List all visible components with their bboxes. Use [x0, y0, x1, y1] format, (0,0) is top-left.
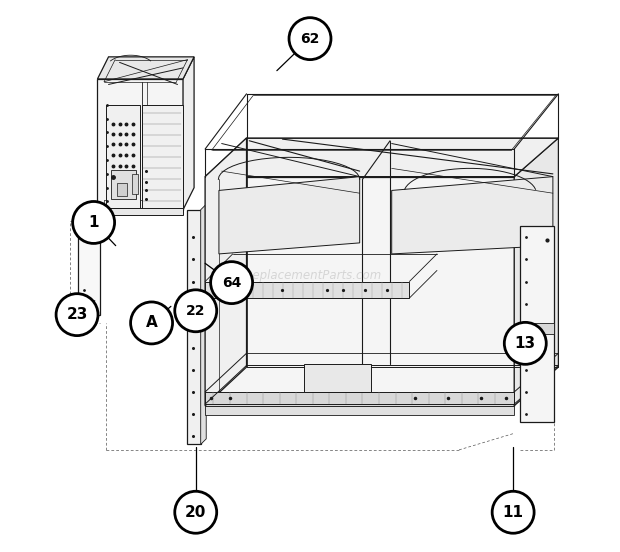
Polygon shape	[78, 208, 91, 223]
Ellipse shape	[131, 302, 172, 344]
Ellipse shape	[175, 290, 217, 332]
Text: 64: 64	[222, 275, 241, 290]
Polygon shape	[97, 57, 194, 79]
Text: 20: 20	[185, 505, 206, 520]
Polygon shape	[141, 105, 183, 209]
Polygon shape	[205, 392, 514, 404]
Polygon shape	[392, 177, 553, 254]
Polygon shape	[106, 105, 140, 208]
Polygon shape	[201, 204, 206, 444]
Polygon shape	[97, 79, 183, 210]
Text: 23: 23	[66, 307, 88, 322]
Text: A: A	[146, 315, 157, 331]
Ellipse shape	[73, 201, 115, 243]
Polygon shape	[183, 57, 194, 210]
Ellipse shape	[211, 262, 252, 304]
Text: 11: 11	[503, 505, 524, 520]
Polygon shape	[304, 364, 371, 392]
Ellipse shape	[504, 322, 546, 364]
Polygon shape	[205, 177, 514, 406]
Polygon shape	[205, 282, 409, 298]
Polygon shape	[514, 138, 559, 406]
Polygon shape	[205, 138, 559, 177]
Polygon shape	[78, 208, 183, 215]
Polygon shape	[520, 226, 554, 422]
Text: 22: 22	[186, 304, 205, 318]
Polygon shape	[531, 323, 554, 334]
Ellipse shape	[175, 491, 217, 533]
Ellipse shape	[289, 18, 331, 60]
Polygon shape	[187, 210, 201, 444]
Text: 13: 13	[515, 336, 536, 351]
Ellipse shape	[492, 491, 534, 533]
Ellipse shape	[56, 294, 98, 336]
Text: 1: 1	[89, 215, 99, 230]
Polygon shape	[132, 174, 138, 194]
Polygon shape	[117, 183, 126, 196]
Polygon shape	[78, 221, 100, 315]
Polygon shape	[219, 177, 360, 254]
Polygon shape	[111, 170, 136, 199]
Text: eReplacementParts.com: eReplacementParts.com	[238, 269, 382, 283]
Polygon shape	[205, 138, 247, 406]
Text: 62: 62	[300, 31, 320, 46]
Polygon shape	[205, 406, 514, 415]
